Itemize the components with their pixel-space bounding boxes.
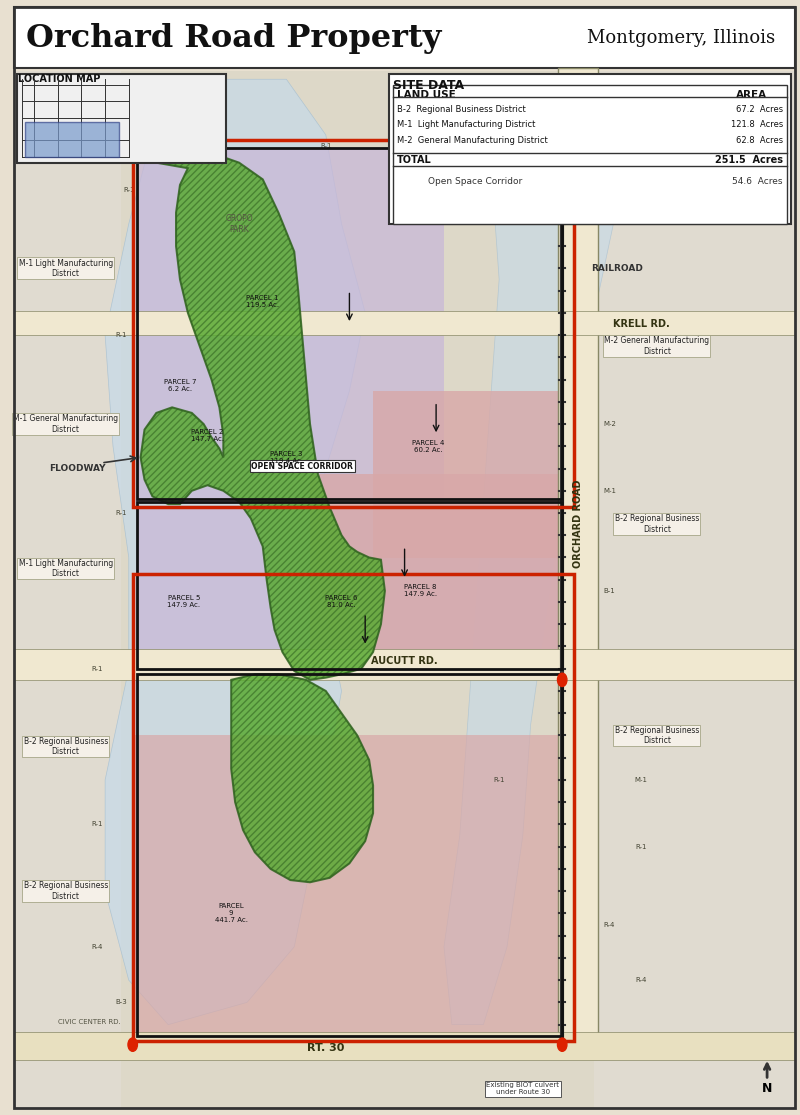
Text: B-2 Regional Business
District: B-2 Regional Business District [23,882,108,901]
FancyBboxPatch shape [594,71,794,1108]
Polygon shape [105,79,365,1025]
Text: PARCEL 5
147.9 Ac.: PARCEL 5 147.9 Ac. [167,595,201,609]
Circle shape [128,1038,138,1051]
Text: Orchard Road Property: Orchard Road Property [26,22,442,54]
FancyBboxPatch shape [393,85,786,224]
Text: PARCEL 8
147.9 Ac.: PARCEL 8 147.9 Ac. [404,584,437,598]
Text: JERICHO RD.: JERICHO RD. [144,112,192,136]
Text: CIVIC CENTER RD.: CIVIC CENTER RD. [58,1019,121,1026]
Text: R-1: R-1 [635,844,646,850]
Text: SITE DATA: SITE DATA [393,79,464,93]
Text: B-2 Regional Business
District: B-2 Regional Business District [23,737,108,756]
Text: 121.8  Acres: 121.8 Acres [730,120,783,129]
Text: GROPO
PARK: GROPO PARK [226,214,253,233]
Text: M-1 Light Manufacturing
District: M-1 Light Manufacturing District [18,259,113,278]
Circle shape [558,673,567,687]
Text: PARCEL 3
119.4 Ac.: PARCEL 3 119.4 Ac. [270,450,303,464]
FancyBboxPatch shape [137,148,444,504]
Text: AREA: AREA [736,90,767,100]
FancyBboxPatch shape [373,390,578,558]
Text: R-1: R-1 [115,510,126,516]
Text: B-3: B-3 [115,999,126,1006]
Text: B-2  Regional Business District: B-2 Regional Business District [397,105,526,114]
Text: M-1  Light Manufacturing District: M-1 Light Manufacturing District [397,120,535,129]
Text: M-2  General Manufacturing District: M-2 General Manufacturing District [397,136,547,145]
Text: 251.5  Acres: 251.5 Acres [715,155,783,165]
Text: KRELL RD.: KRELL RD. [613,319,670,329]
Text: OPEN SPACE CORRIDOR: OPEN SPACE CORRIDOR [251,462,353,471]
Text: M-1 Light Manufacturing
District: M-1 Light Manufacturing District [18,559,113,579]
Polygon shape [444,79,626,1025]
Text: R-1: R-1 [91,822,103,827]
Polygon shape [141,152,385,680]
FancyBboxPatch shape [133,736,570,1036]
Text: LAND USE: LAND USE [397,90,455,100]
Text: R-1: R-1 [91,666,103,671]
Text: 67.2  Acres: 67.2 Acres [736,105,783,114]
Text: RT. 30: RT. 30 [307,1043,345,1053]
Text: Montgomery, Illinois: Montgomery, Illinois [587,29,775,47]
Text: B-2 Regional Business
District: B-2 Regional Business District [614,514,699,534]
Text: LOCATION MAP: LOCATION MAP [18,74,101,84]
Text: 62.8  Acres: 62.8 Acres [736,136,783,145]
Text: PARCEL 6
81.0 Ac.: PARCEL 6 81.0 Ac. [326,595,358,609]
Text: R-4: R-4 [91,943,103,950]
Text: ORCHARD ROAD: ORCHARD ROAD [573,479,583,569]
Text: RAILROAD: RAILROAD [591,264,643,273]
Polygon shape [231,675,373,882]
Text: R-1: R-1 [494,777,505,783]
Text: R-4: R-4 [604,921,615,928]
Text: R-1: R-1 [123,187,134,194]
Text: Existing BIOT culvert
under Route 30: Existing BIOT culvert under Route 30 [486,1083,559,1095]
Text: R-1: R-1 [115,332,126,338]
Text: PARCEL 1
119.5 Ac.: PARCEL 1 119.5 Ac. [246,295,279,308]
FancyBboxPatch shape [14,71,121,1108]
Text: PARCEL 4
60.2 Ac.: PARCEL 4 60.2 Ac. [412,439,445,453]
Text: M-1 General Manufacturing
District: M-1 General Manufacturing District [13,415,118,434]
FancyBboxPatch shape [14,311,794,334]
FancyBboxPatch shape [14,7,794,68]
Text: AUCUTT RD.: AUCUTT RD. [371,656,438,666]
Text: R-4: R-4 [635,977,646,983]
Text: R-1: R-1 [494,143,505,149]
Text: Open Space Corridor: Open Space Corridor [428,177,522,186]
Text: M-1: M-1 [611,198,624,204]
FancyBboxPatch shape [558,68,598,1041]
FancyBboxPatch shape [389,74,790,224]
FancyBboxPatch shape [14,1032,794,1060]
Text: M-2 General Manufacturing
District: M-2 General Manufacturing District [604,337,710,356]
Text: M-1: M-1 [603,487,616,494]
Text: TOTAL: TOTAL [397,155,431,165]
FancyBboxPatch shape [137,507,562,669]
Text: PARCEL 2
147.7 Ac.: PARCEL 2 147.7 Ac. [191,428,224,442]
FancyBboxPatch shape [14,649,794,680]
Text: PARCEL 7
6.2 Ac.: PARCEL 7 6.2 Ac. [164,379,196,391]
FancyBboxPatch shape [25,122,119,157]
Text: B-2 Regional Business
District: B-2 Regional Business District [614,726,699,745]
Text: FLOODWAY: FLOODWAY [50,464,106,473]
Text: R-1: R-1 [320,143,331,149]
Text: M-2: M-2 [603,421,616,427]
Circle shape [558,1038,567,1051]
Text: N: N [762,1083,772,1095]
Text: 54.6  Acres: 54.6 Acres [732,177,783,186]
Text: B-1: B-1 [604,588,615,594]
Text: PARCEL
9
441.7 Ac.: PARCEL 9 441.7 Ac. [214,903,248,923]
Text: M-1: M-1 [634,777,647,783]
FancyBboxPatch shape [17,74,226,163]
FancyBboxPatch shape [14,71,794,1108]
FancyBboxPatch shape [310,474,578,680]
